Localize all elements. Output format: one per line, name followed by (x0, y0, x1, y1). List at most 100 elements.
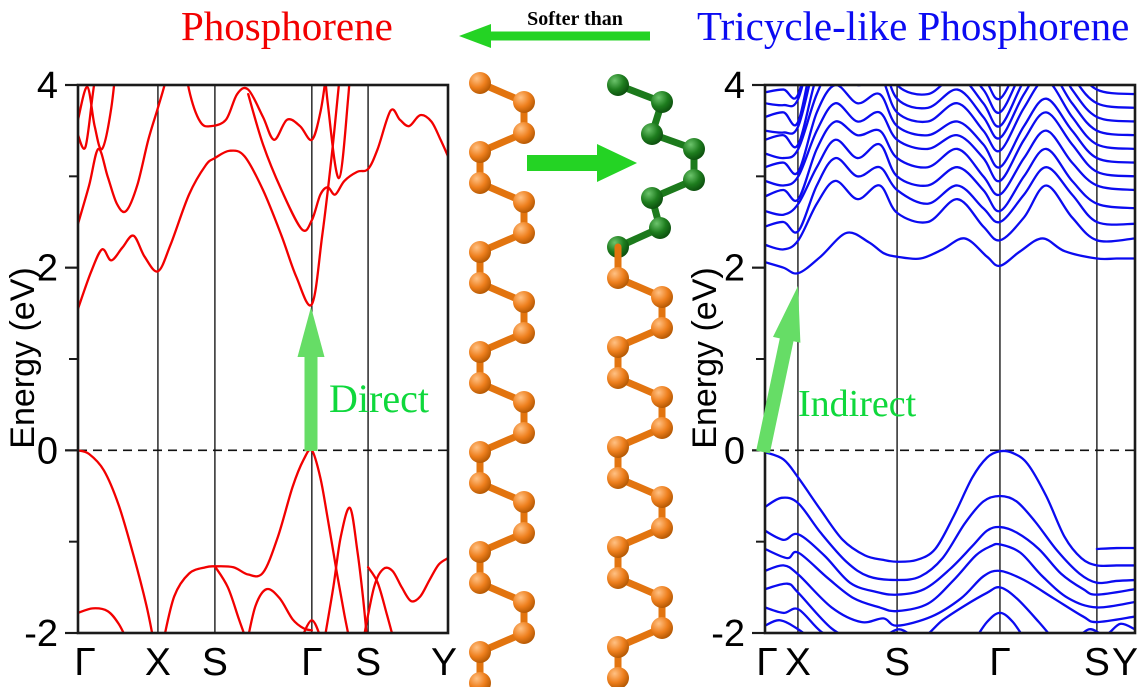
green-atom (641, 187, 663, 209)
band-curve (766, 102, 1134, 187)
band-curve (303, 619, 320, 632)
band-curve (187, 86, 326, 142)
x-tick-label: Y (1112, 641, 1138, 684)
x-tick-label: Γ (301, 641, 322, 684)
band-curve (766, 564, 1134, 627)
orange-atom (651, 386, 673, 408)
band-curve (247, 92, 447, 232)
title-tricycle-phosphorene: Tricycle-like Phosphorene (697, 3, 1130, 49)
y-tick-label: 0 (37, 430, 58, 472)
band-curve (363, 557, 447, 632)
x-tick-label: Γ (989, 641, 1010, 684)
band-curve (766, 86, 1134, 127)
orange-atom (607, 267, 629, 289)
band-curve (79, 449, 154, 632)
band-curve (766, 120, 1134, 202)
x-tick-label: S (1084, 641, 1110, 684)
band-curve (324, 86, 351, 180)
orange-atom (513, 91, 535, 113)
green-atom (683, 169, 705, 191)
orange-atom (651, 286, 673, 308)
title-phosphorene: Phosphorene (181, 3, 393, 49)
band-curve (213, 565, 245, 632)
transform-arrow (527, 144, 637, 182)
band-curve (766, 542, 1134, 613)
right-y-axis-label: Energy (eV) (686, 267, 724, 449)
band-curve (766, 179, 1134, 251)
band-curve (766, 525, 1134, 596)
y-tick-label: -2 (711, 613, 745, 655)
orange-atom (469, 72, 491, 94)
band-curve (1082, 622, 1134, 632)
orange-atom (469, 641, 491, 663)
band-curve (766, 449, 1134, 568)
x-tick-label: Γ (74, 641, 95, 684)
y-tick-label: -2 (24, 613, 58, 655)
orange-atom (651, 317, 673, 339)
orange-atom (651, 486, 673, 508)
band-curve (766, 582, 839, 632)
orange-atom (469, 572, 491, 594)
x-tick-label: Γ (756, 641, 777, 684)
band-curve (79, 86, 166, 225)
orange-atom (651, 417, 673, 439)
orange-atom (513, 591, 535, 613)
left-band-plot: 420-2Γ X S Γ S Y (24, 65, 457, 684)
orange-atom (651, 517, 673, 539)
orange-atom (651, 617, 673, 639)
orange-atom (513, 422, 535, 444)
band-curve (79, 86, 96, 150)
direct-gap-arrow (297, 307, 325, 451)
band-curve (766, 494, 1134, 585)
x-tick-label: Y (431, 641, 457, 684)
y-tick-label: 0 (724, 430, 745, 472)
bands (79, 86, 447, 632)
band-curve (766, 138, 1134, 217)
band-curve (248, 587, 313, 632)
green-atom (651, 91, 673, 113)
orange-atom (607, 467, 629, 489)
y-tick-label: 4 (724, 65, 745, 107)
band-curve (79, 86, 116, 151)
band-curve (366, 566, 393, 632)
band-curve (766, 86, 1134, 149)
orange-atom (651, 586, 673, 608)
band-curve (766, 606, 824, 632)
left-y-axis-label: Energy (eV) (4, 267, 42, 449)
x-tick-label: S (884, 641, 910, 684)
band-curve (889, 586, 1049, 632)
orange-atom (607, 667, 629, 687)
orange-atom (469, 241, 491, 263)
orange-atom (469, 672, 491, 687)
orange-atom (607, 636, 629, 658)
orange-atom (513, 622, 535, 644)
direct-gap-label: Direct (329, 376, 429, 421)
orange-atom (469, 341, 491, 363)
x-tick-label: S (355, 641, 381, 684)
orange-atom (513, 322, 535, 344)
band-curve (79, 86, 340, 310)
band-curve (164, 448, 350, 632)
orange-atom (513, 122, 535, 144)
green-atom (649, 217, 671, 239)
green-atom (607, 74, 629, 96)
orange-atom (513, 491, 535, 513)
orange-atom (513, 191, 535, 213)
band-curve (766, 156, 1134, 234)
band-curve (766, 231, 1134, 275)
y-tick-label: 4 (37, 65, 58, 107)
band-curve (766, 86, 1134, 135)
x-tick-label: S (202, 641, 228, 684)
green-atom (641, 123, 663, 145)
softer-than-arrow (459, 24, 650, 48)
orange-atom (607, 336, 629, 358)
orange-atom (469, 541, 491, 563)
band-curve (978, 611, 1022, 632)
orange-atom (469, 441, 491, 463)
orange-atom (513, 391, 535, 413)
plot-border (76, 83, 450, 635)
y-tick-label: 2 (724, 248, 745, 290)
orange-atom (607, 536, 629, 558)
